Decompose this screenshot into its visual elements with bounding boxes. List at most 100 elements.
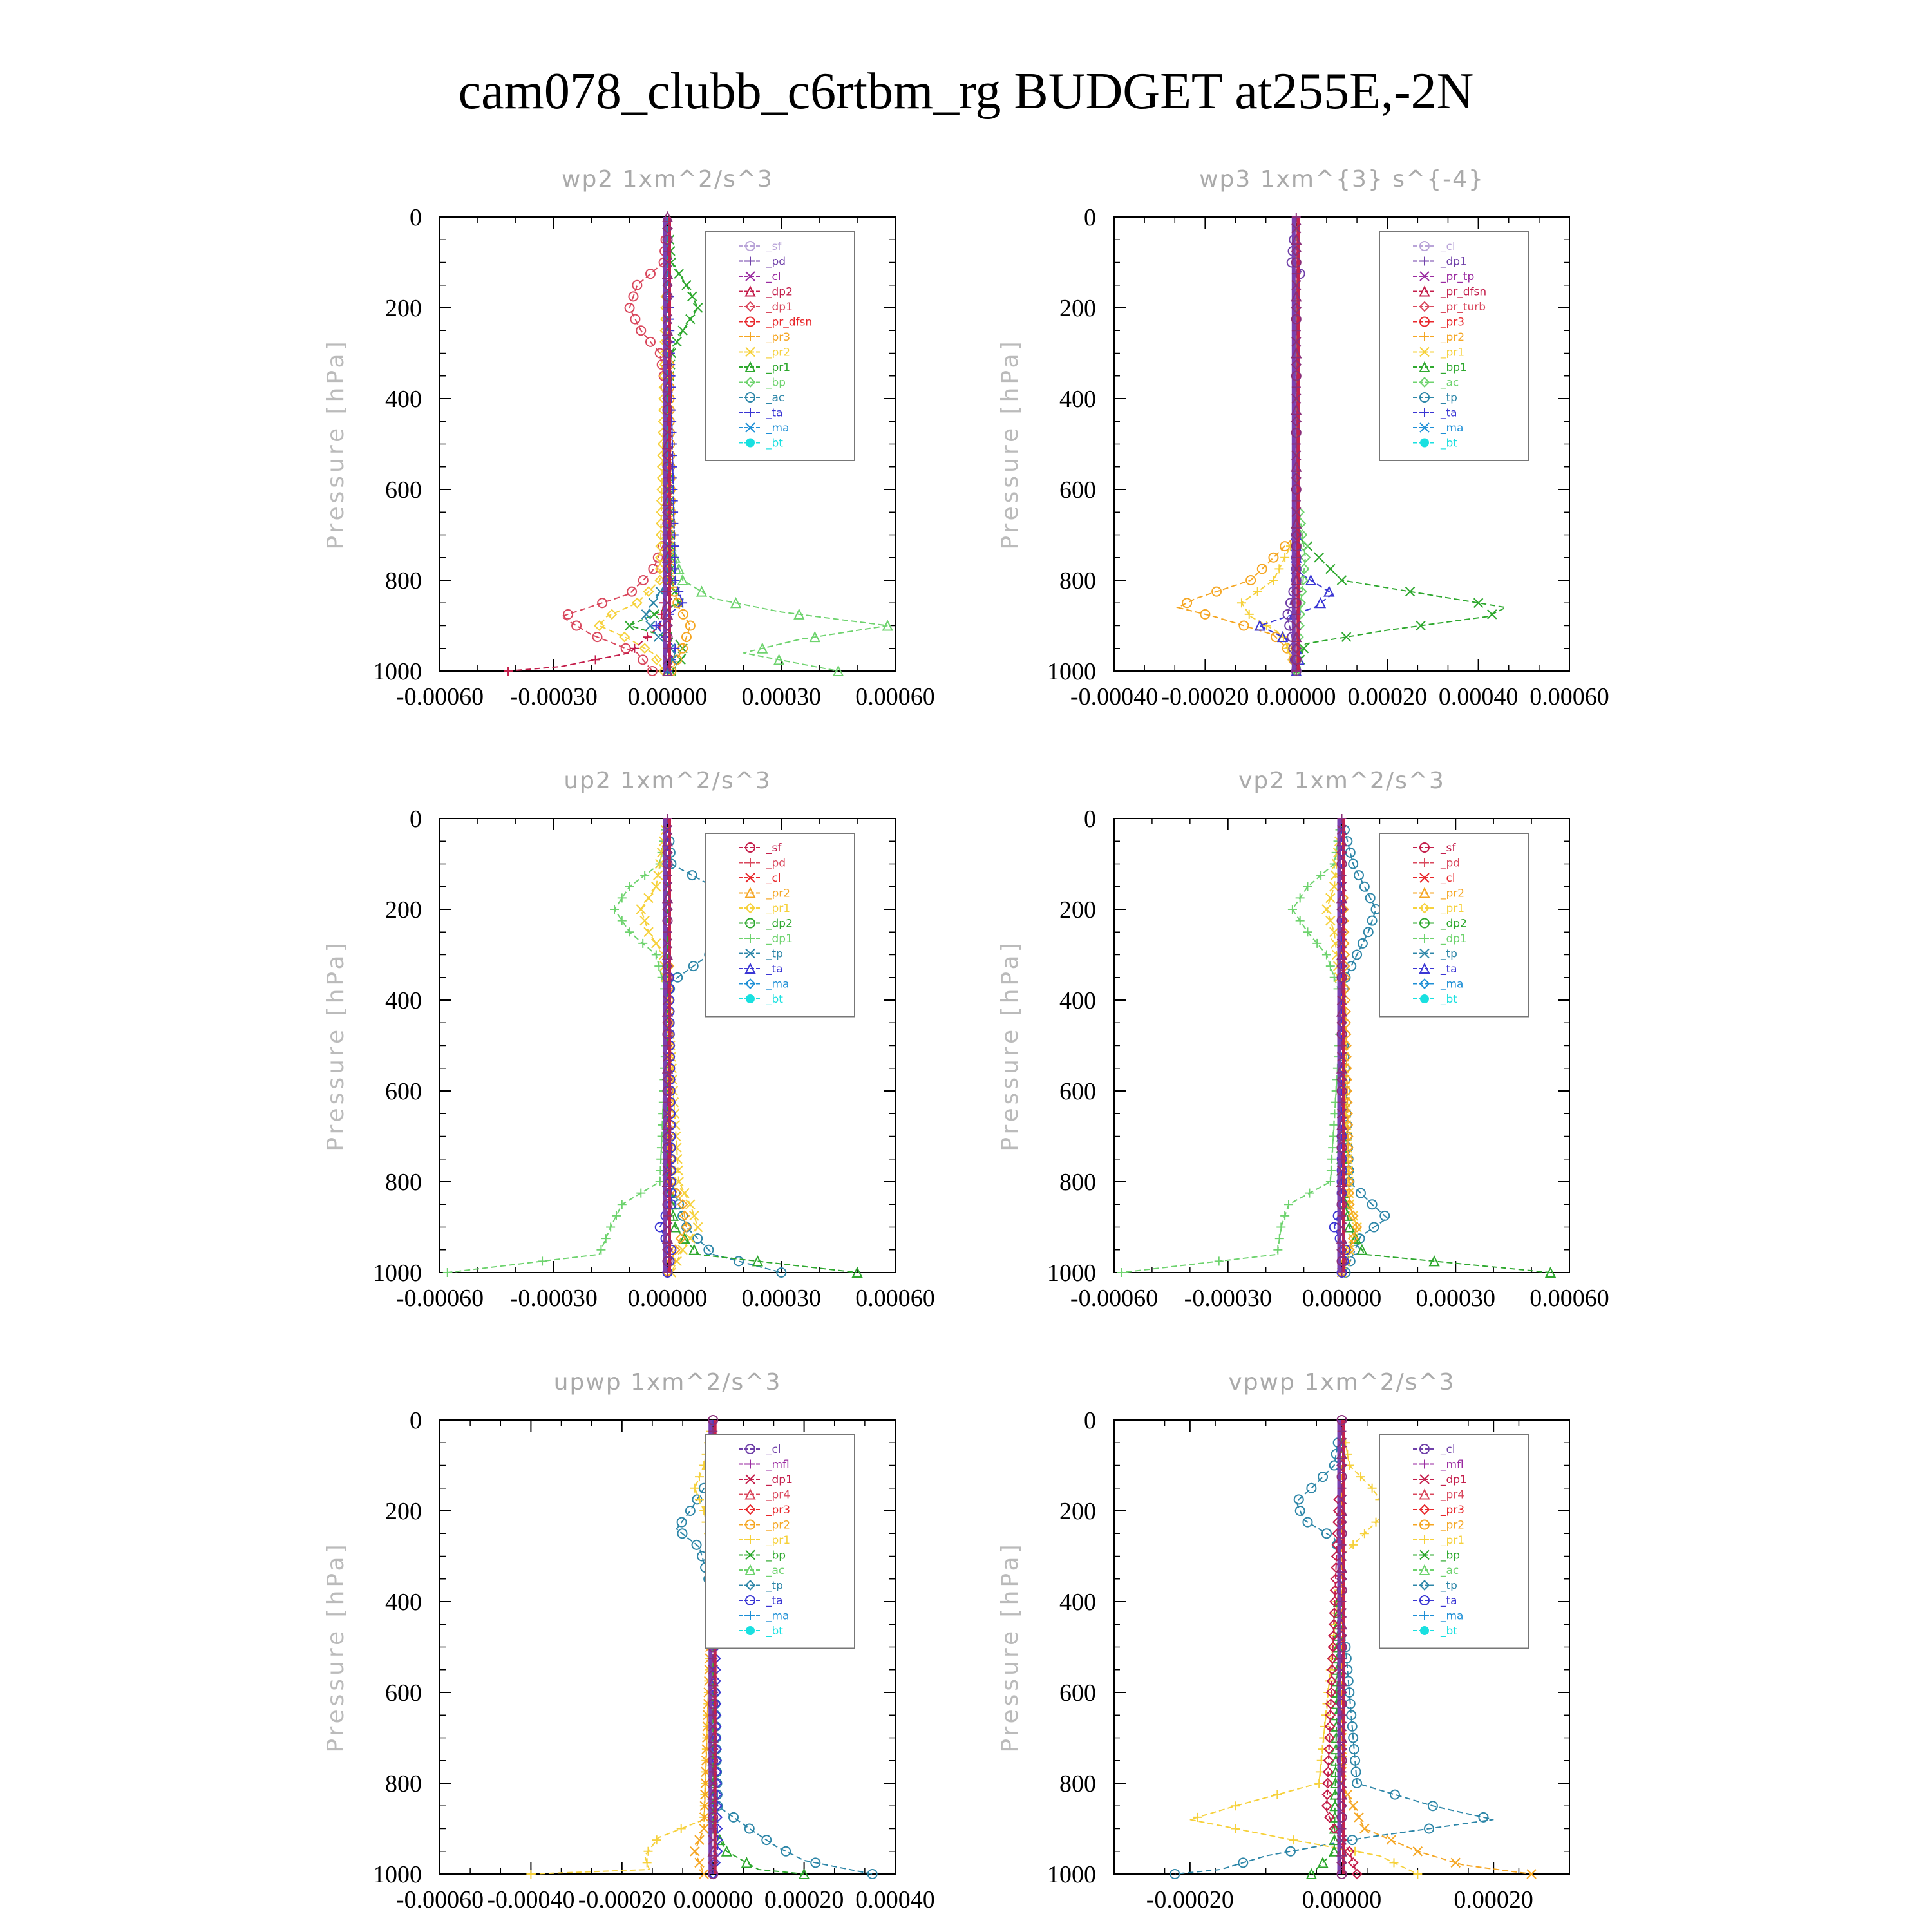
marker: [1291, 427, 1302, 438]
marker: [851, 1266, 863, 1278]
legend-entry: _cl: [739, 1443, 781, 1456]
marker: [1419, 873, 1430, 883]
legend-label: _ac: [1440, 377, 1459, 390]
marker: [1420, 858, 1429, 867]
marker: [708, 1755, 719, 1766]
marker: [1291, 496, 1301, 506]
legend-label: _cl: [766, 1443, 781, 1456]
marker: [707, 1788, 719, 1800]
marker: [1336, 1857, 1347, 1868]
legend-label: _pr2: [766, 887, 790, 900]
marker: [1336, 1630, 1347, 1642]
y-tick-label: 200: [385, 295, 422, 322]
marker: [687, 870, 697, 881]
marker: [1356, 1244, 1368, 1255]
marker: [1336, 1028, 1347, 1039]
marker: [571, 620, 582, 631]
legend-label: _bt: [766, 1625, 783, 1638]
marker: [1379, 1210, 1390, 1221]
legend-entry: _dp2: [739, 285, 793, 299]
marker: [662, 1131, 673, 1142]
marker: [662, 1199, 673, 1210]
marker: [1473, 598, 1484, 608]
marker: [679, 1232, 690, 1244]
legend-entry: _ta: [1413, 962, 1457, 976]
legend-box: [1379, 1434, 1530, 1649]
legend-box: [1379, 231, 1530, 461]
marker: [1193, 1812, 1202, 1822]
marker: [1326, 1166, 1336, 1175]
legend-label: _bt: [766, 437, 783, 450]
marker: [1323, 1812, 1335, 1823]
marker: [1363, 927, 1374, 938]
marker: [1291, 553, 1301, 562]
marker: [662, 291, 673, 302]
marker: [661, 267, 674, 279]
legend-marker: [1420, 1626, 1429, 1635]
marker: [1327, 1664, 1338, 1676]
marker: [662, 858, 673, 869]
marker: [1291, 460, 1302, 472]
marker: [1336, 1448, 1348, 1459]
legend-label: _ta: [1440, 1595, 1457, 1607]
marker: [662, 824, 673, 835]
marker: [662, 563, 673, 574]
x-tick-label: -0.00060: [1070, 1285, 1158, 1312]
marker: [1324, 1721, 1336, 1732]
legend-entry: _pr2: [1413, 1519, 1464, 1532]
marker: [625, 927, 634, 937]
marker: [1291, 472, 1302, 484]
marker: [1336, 1585, 1347, 1596]
legend-label: _dp2: [1440, 918, 1467, 931]
marker: [1318, 1472, 1329, 1482]
marker: [1337, 1483, 1347, 1493]
marker: [662, 371, 673, 381]
legend-entry: _tp: [1413, 1580, 1457, 1593]
marker: [1291, 586, 1302, 598]
series-dp1: [560, 216, 673, 676]
marker: [1419, 346, 1430, 357]
marker: [744, 361, 756, 372]
marker: [1350, 1846, 1360, 1856]
legend-label: _bp: [766, 1549, 786, 1562]
y-tick-label: 400: [1059, 386, 1096, 413]
marker: [1291, 257, 1302, 268]
y-tick-label: 600: [385, 477, 422, 504]
marker: [645, 269, 656, 279]
marker: [662, 518, 673, 529]
marker: [662, 506, 673, 518]
marker: [1200, 609, 1211, 620]
y-tick-label: 1000: [1047, 1260, 1096, 1287]
marker: [662, 1244, 673, 1256]
marker: [1336, 1675, 1348, 1687]
legend-label: _bt: [1440, 437, 1457, 450]
legend-entry: _pr_turb: [1413, 301, 1486, 314]
x-tick-label: -0.00020: [1146, 1886, 1234, 1913]
y-tick-label: 200: [1059, 896, 1096, 923]
legend-label: _pd: [766, 857, 786, 870]
marker: [1419, 902, 1430, 914]
marker: [662, 915, 673, 926]
legend-entry: _ma: [1413, 1610, 1463, 1623]
marker: [670, 553, 679, 562]
legend-label: _ac: [766, 1564, 784, 1577]
marker: [707, 1687, 719, 1698]
marker: [745, 422, 755, 433]
legend-label: _ta: [766, 963, 783, 976]
marker: [1244, 609, 1254, 619]
marker: [1357, 938, 1368, 949]
marker: [1236, 598, 1246, 608]
marker: [1336, 858, 1347, 869]
marker: [1336, 1743, 1347, 1755]
marker: [1291, 314, 1302, 325]
marker: [661, 892, 674, 904]
marker: [643, 586, 654, 598]
marker: [1336, 1415, 1347, 1425]
legend-label: _pr2: [766, 1519, 790, 1532]
marker: [1323, 1755, 1334, 1766]
legend-label: _bt: [1440, 993, 1457, 1006]
x-tick-label: 0.00000: [673, 1886, 753, 1913]
marker: [663, 587, 672, 596]
marker: [1349, 1744, 1359, 1755]
x-tick-label: 0.00020: [764, 1886, 844, 1913]
